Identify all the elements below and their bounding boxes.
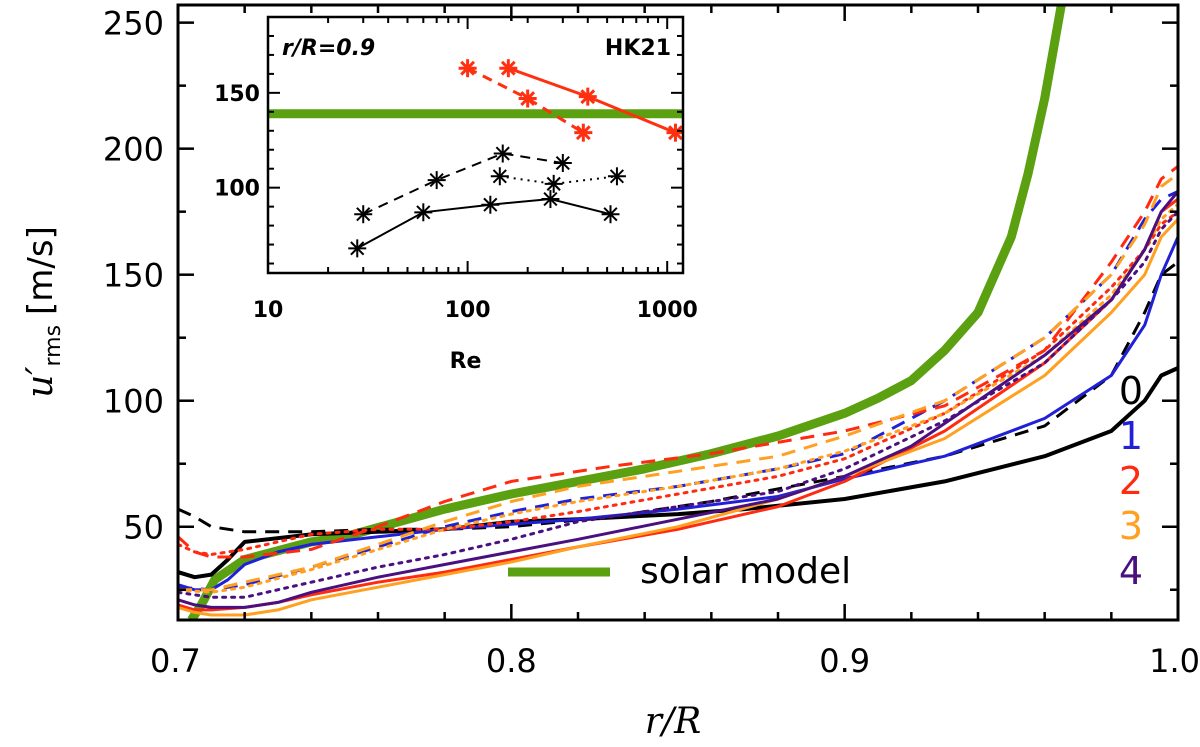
inset-marker xyxy=(499,59,518,78)
inset-marker xyxy=(427,171,446,190)
inset-marker xyxy=(458,59,477,78)
inset-marker xyxy=(481,195,500,214)
inset-marker xyxy=(490,167,509,186)
inset-x-tick-label: 1000 xyxy=(637,298,698,323)
x-tick-label: 1.0 xyxy=(1149,642,1200,680)
inset-marker xyxy=(574,123,593,142)
inset-marker xyxy=(414,203,433,222)
inset-marker xyxy=(354,205,373,224)
inset-marker xyxy=(601,205,620,224)
inset-marker xyxy=(541,190,560,209)
y-tick-label: 100 xyxy=(103,383,164,421)
y-axis-title: u′rms [m/s] xyxy=(20,226,66,398)
legend-number-4: 4 xyxy=(1119,549,1143,593)
inset-x-axis-label: Re xyxy=(450,349,482,374)
series-line-3-dashed xyxy=(178,172,1178,592)
x-tick-label: 0.8 xyxy=(486,642,537,680)
legend-number-0: 0 xyxy=(1119,369,1143,413)
series-line-1-solid xyxy=(178,236,1178,592)
inset-marker xyxy=(578,87,597,106)
y-tick-label: 200 xyxy=(103,131,164,169)
inset-marker xyxy=(553,154,572,173)
series-line-2-dashed xyxy=(178,165,1178,559)
y-tick-label: 150 xyxy=(103,257,164,295)
x-tick-label: 0.9 xyxy=(819,642,870,680)
y-axis-symbol: u′ xyxy=(20,367,61,398)
inset-line-HK21-dashed xyxy=(466,66,585,134)
inset-hk21-label: HK21 xyxy=(605,36,671,61)
inset-title: r/R=0.9 xyxy=(282,36,375,61)
y-tick-label: 250 xyxy=(103,5,164,43)
inset-marker xyxy=(544,174,563,193)
inset-x-tick-label: 10 xyxy=(253,298,284,323)
inset-y-tick-label: 100 xyxy=(214,177,260,202)
inset-series-group xyxy=(268,59,683,258)
inset-y-tick-label: 150 xyxy=(214,82,260,107)
inset-marker xyxy=(607,167,626,186)
y-tick-label: 50 xyxy=(123,509,164,547)
series-line-3-dotted xyxy=(178,202,1178,594)
series-line-4-dotted xyxy=(178,210,1178,599)
series-line-2-dotted xyxy=(178,210,1178,556)
y-axis-title-text: u′rms [m/s] xyxy=(20,226,66,398)
main-series-group xyxy=(178,5,1178,620)
inset-frame xyxy=(266,15,685,275)
inset-plot: 10 100 1000 100 150 r/R=0.9 HK21 Re xyxy=(178,5,698,374)
series-line-4-solid xyxy=(178,190,1178,609)
inset-marker xyxy=(348,239,367,258)
legend-number-1: 1 xyxy=(1119,414,1143,458)
legend-solar-label: solar model xyxy=(640,551,851,592)
y-axis-subscript: rms xyxy=(41,325,66,367)
inset-line-black-dashed xyxy=(362,152,563,216)
plot-frame xyxy=(176,3,1180,622)
x-tick-label: 0.7 xyxy=(150,642,201,680)
legend-number-2: 2 xyxy=(1119,459,1143,503)
inset-marker xyxy=(666,123,683,142)
inset-marker xyxy=(493,144,512,163)
x-axis-title: r/R xyxy=(645,701,701,742)
inset-marker xyxy=(518,89,537,108)
legend-number-3: 3 xyxy=(1119,504,1143,548)
y-axis-unit: [m/s] xyxy=(21,226,61,315)
inset-background xyxy=(178,5,693,371)
inset-x-tick-label: 100 xyxy=(445,298,491,323)
